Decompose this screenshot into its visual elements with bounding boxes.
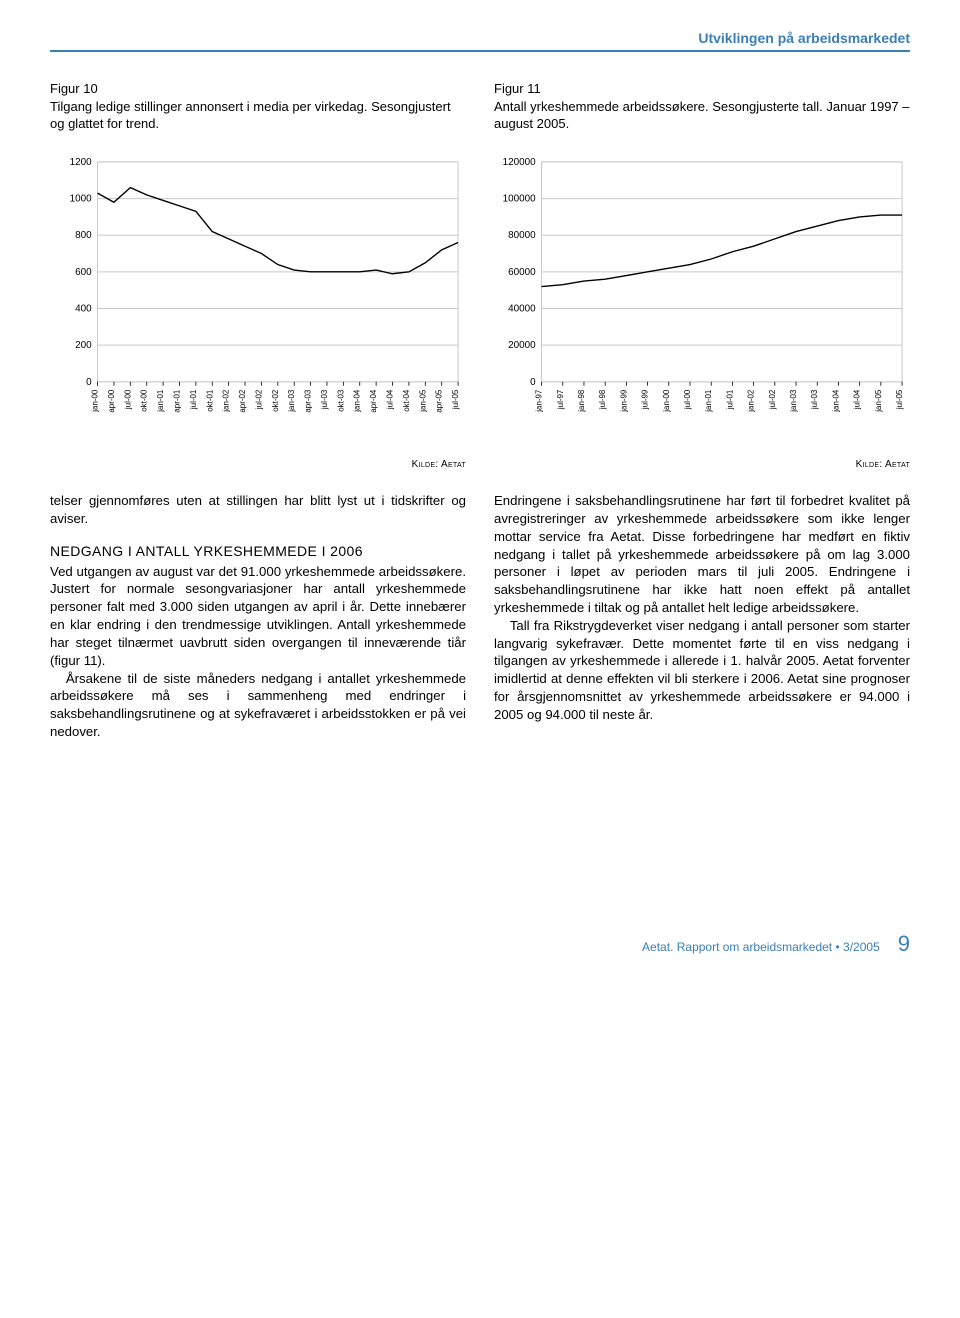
svg-text:jan-97: jan-97: [535, 390, 544, 413]
svg-text:jul-04: jul-04: [853, 389, 862, 410]
footer-dot-icon: •: [836, 940, 844, 954]
svg-text:jan-02: jan-02: [222, 390, 231, 413]
svg-text:jul-03: jul-03: [320, 389, 329, 410]
svg-text:jul-01: jul-01: [725, 389, 734, 410]
figure-11-caption: Figur 11 Antall yrkeshemmede arbeidssøke…: [494, 80, 910, 140]
figure-11-source: Kilde: Aetat: [494, 459, 910, 470]
svg-text:0: 0: [86, 377, 92, 388]
svg-text:jan-05: jan-05: [418, 389, 427, 413]
page-footer: Aetat. Rapport om arbeidsmarkedet • 3/20…: [50, 931, 910, 957]
svg-text:jul-97: jul-97: [556, 390, 565, 410]
figure-11: Figur 11 Antall yrkeshemmede arbeidssøke…: [494, 80, 910, 470]
svg-text:okt-01: okt-01: [205, 389, 214, 412]
svg-text:1200: 1200: [70, 157, 93, 168]
svg-text:okt-03: okt-03: [336, 389, 345, 412]
svg-text:jul-05: jul-05: [895, 389, 904, 410]
svg-text:0: 0: [530, 377, 536, 388]
svg-text:jan-01: jan-01: [704, 389, 713, 413]
body-p5: Tall fra Rikstrygdeverket viser nedgang …: [494, 617, 910, 724]
section-title: Utviklingen på arbeidsmarkedet: [698, 30, 910, 46]
svg-text:okt-00: okt-00: [140, 389, 149, 412]
figure-10-chart: 0 200 400 600 800 1000 1200 jan-00 apr-00 jul-00 o…: [50, 154, 466, 451]
svg-text:jan-02: jan-02: [747, 390, 756, 413]
section-header: Utviklingen på arbeidsmarkedet: [50, 30, 910, 52]
body-columns: telser gjennomføres uten at stillingen h…: [50, 492, 910, 741]
svg-text:60000: 60000: [508, 267, 536, 278]
svg-text:apr-05: apr-05: [435, 389, 444, 412]
figures-row: Figur 10 Tilgang ledige stillinger annon…: [50, 80, 910, 470]
svg-text:200: 200: [75, 340, 92, 351]
svg-text:apr-04: apr-04: [369, 389, 378, 412]
figure-10-num: Figur 10: [50, 80, 466, 98]
figure-10-caption-text: Tilgang ledige stillinger annonsert i me…: [50, 99, 451, 132]
svg-text:jan-03: jan-03: [287, 389, 296, 413]
svg-text:jul-00: jul-00: [683, 389, 692, 410]
figure-11-caption-text: Antall yrkeshemmede arbeidssøkere. Seson…: [494, 99, 910, 132]
svg-text:1000: 1000: [70, 194, 93, 205]
svg-text:600: 600: [75, 267, 92, 278]
svg-text:jul-04: jul-04: [386, 389, 395, 410]
svg-text:jul-02: jul-02: [254, 390, 263, 410]
svg-text:apr-03: apr-03: [304, 389, 313, 412]
svg-text:120000: 120000: [503, 157, 537, 168]
svg-text:jan-00: jan-00: [91, 389, 100, 413]
body-h2: NEDGANG I ANTALL YRKESHEMMEDE I 2006: [50, 542, 466, 561]
figure-11-chart: 0 20000 40000 60000 80000 100000 120000 jan-97 j…: [494, 154, 910, 451]
figure-10-caption: Figur 10 Tilgang ledige stillinger annon…: [50, 80, 466, 140]
svg-text:jan-04: jan-04: [831, 389, 840, 413]
svg-text:100000: 100000: [503, 194, 537, 205]
svg-text:800: 800: [75, 230, 92, 241]
footer-pub-text: Aetat. Rapport om arbeidsmarkedet: [642, 940, 832, 954]
svg-text:jan-01: jan-01: [156, 389, 165, 413]
footer-issue: 3/2005: [843, 940, 880, 954]
figure-11-num: Figur 11: [494, 80, 910, 98]
body-p1: telser gjennomføres uten at stillingen h…: [50, 492, 466, 528]
svg-text:jul-01: jul-01: [189, 389, 198, 410]
svg-text:jul-99: jul-99: [641, 389, 650, 410]
svg-text:400: 400: [75, 303, 92, 314]
figure-10-source: Kilde: Aetat: [50, 459, 466, 470]
svg-text:okt-02: okt-02: [271, 390, 280, 412]
svg-text:jan-99: jan-99: [619, 389, 628, 413]
svg-text:jan-05: jan-05: [874, 389, 883, 413]
svg-text:jul-02: jul-02: [768, 390, 777, 410]
body-p2: Ved utgangen av august var det 91.000 yr…: [50, 563, 466, 670]
svg-text:jul-05: jul-05: [451, 389, 460, 410]
svg-text:jan-04: jan-04: [353, 389, 362, 413]
svg-text:apr-02: apr-02: [238, 390, 247, 413]
svg-text:apr-00: apr-00: [107, 389, 116, 412]
body-p4: Endringene i saksbehandlingsrutinene har…: [494, 492, 910, 617]
svg-text:jan-98: jan-98: [577, 389, 586, 413]
svg-text:20000: 20000: [508, 340, 536, 351]
svg-text:apr-01: apr-01: [172, 389, 181, 412]
svg-text:jan-00: jan-00: [662, 389, 671, 413]
svg-text:jan-03: jan-03: [789, 389, 798, 413]
footer-page-number: 9: [898, 931, 910, 957]
svg-text:jul-98: jul-98: [598, 389, 607, 410]
footer-pub: Aetat. Rapport om arbeidsmarkedet • 3/20…: [642, 940, 880, 954]
body-p3: Årsakene til de siste måneders nedgang i…: [50, 670, 466, 741]
svg-text:jul-03: jul-03: [810, 389, 819, 410]
svg-text:jul-00: jul-00: [123, 389, 132, 410]
svg-text:okt-04: okt-04: [402, 389, 411, 412]
svg-text:40000: 40000: [508, 303, 536, 314]
svg-text:80000: 80000: [508, 230, 536, 241]
figure-10: Figur 10 Tilgang ledige stillinger annon…: [50, 80, 466, 470]
